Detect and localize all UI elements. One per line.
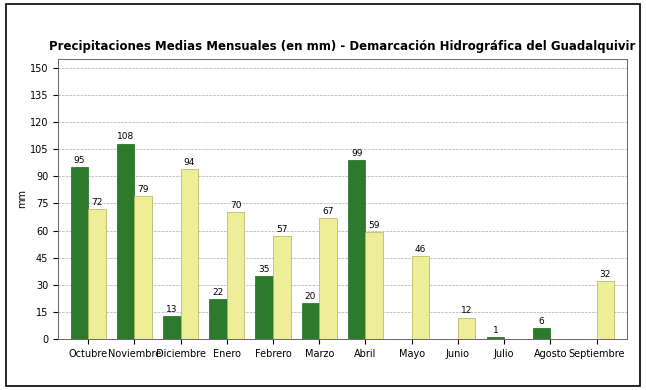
Text: 70: 70 [230, 201, 242, 210]
Bar [117, 144, 134, 339]
Bar [366, 232, 383, 339]
Text: 94: 94 [183, 158, 195, 167]
Text: 6: 6 [539, 317, 545, 326]
Bar [319, 218, 337, 339]
Text: 46: 46 [415, 245, 426, 254]
Text: 99: 99 [351, 149, 362, 158]
Bar [273, 236, 291, 339]
Text: 13: 13 [166, 305, 178, 314]
Bar [134, 196, 152, 339]
Text: 108: 108 [117, 133, 134, 142]
Bar [70, 167, 89, 339]
Text: 67: 67 [322, 207, 334, 216]
Y-axis label: mm: mm [17, 190, 27, 208]
Bar [596, 281, 614, 339]
Bar [412, 256, 430, 339]
Text: 57: 57 [276, 225, 287, 234]
Text: 95: 95 [74, 156, 85, 165]
Bar [486, 337, 504, 339]
Bar [533, 328, 550, 339]
Bar [458, 317, 475, 339]
Bar [209, 300, 227, 339]
Text: 59: 59 [368, 221, 380, 230]
Bar [181, 169, 198, 339]
Text: 22: 22 [213, 288, 224, 297]
Text: 72: 72 [91, 198, 103, 207]
Bar [227, 213, 244, 339]
Text: 20: 20 [305, 292, 316, 301]
Bar [89, 209, 106, 339]
Title: Precipitaciones Medias Mensuales (en mm) - Demarcación Hidrográfica del Guadalqu: Precipitaciones Medias Mensuales (en mm)… [49, 40, 636, 53]
Bar [302, 303, 319, 339]
Bar [163, 316, 181, 339]
Text: 12: 12 [461, 307, 472, 316]
Bar [348, 160, 366, 339]
Text: 35: 35 [258, 265, 270, 274]
Bar [255, 276, 273, 339]
Text: 32: 32 [599, 270, 611, 279]
Text: 79: 79 [138, 185, 149, 194]
Text: 1: 1 [492, 326, 498, 335]
